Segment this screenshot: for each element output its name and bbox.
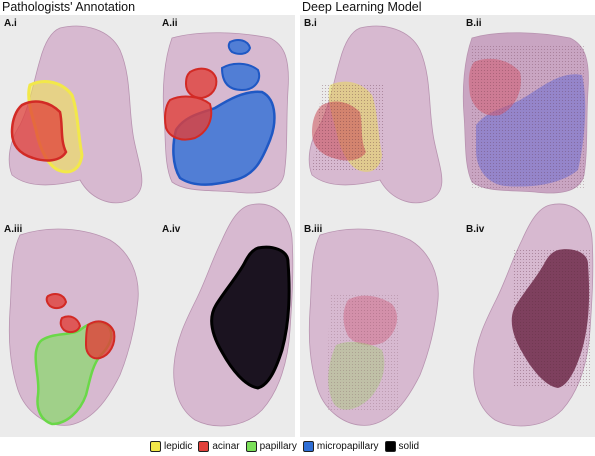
panel-label-b-iv: B.iv (466, 224, 485, 235)
legend-label-lepidic: lepidic (164, 440, 193, 452)
acinar-region-a-ii-top (184, 67, 218, 100)
panel-label-b-iii: B.iii (304, 224, 323, 235)
panel-label-a-i: A.i (4, 18, 17, 29)
micropapillary-region-a-ii-top (227, 39, 252, 55)
legend-item-lepidic: lepidic (150, 441, 192, 453)
pathologists-annotation-title: Pathologists' Annotation (2, 0, 136, 14)
legend-label-solid: solid (398, 440, 420, 452)
lepidic-swatch (150, 441, 161, 452)
acinar-region-a-iii-left (59, 315, 82, 334)
deep-learning-model-title: Deep Learning Model (302, 0, 422, 14)
panel-label-a-iv: A.iv (162, 224, 181, 235)
micropapillary-region-a-ii-right (220, 62, 261, 92)
legend: lepidic acinar papillary micropapillary … (150, 439, 419, 454)
legend-item-solid: solid (384, 440, 420, 453)
panel-label-b-i: B.i (304, 18, 317, 29)
papillary-swatch (245, 441, 257, 452)
acinar-region-a-iii-right (84, 320, 116, 360)
panel-label-a-iii: A.iii (4, 224, 23, 235)
solid-region-a-iv (210, 245, 291, 390)
panel-label-b-ii: B.ii (466, 18, 482, 29)
panel-label-a-ii: A.ii (162, 18, 178, 29)
legend-label-micropapillary: micropapillary (316, 440, 379, 452)
acinar-region-a-ii-mid (164, 95, 213, 141)
legend-item-papillary: papillary (245, 440, 297, 453)
acinar-region-a-iii-small (45, 293, 68, 310)
legend-item-micropapillary: micropapillary (302, 440, 379, 453)
micropapillary-swatch (302, 441, 314, 452)
solid-swatch (384, 441, 396, 452)
legend-item-acinar: acinar (198, 440, 240, 453)
legend-label-papillary: papillary (259, 440, 297, 452)
acinar-region-a-i (10, 100, 68, 162)
acinar-swatch (198, 441, 210, 452)
legend-label-acinar: acinar (212, 440, 240, 452)
